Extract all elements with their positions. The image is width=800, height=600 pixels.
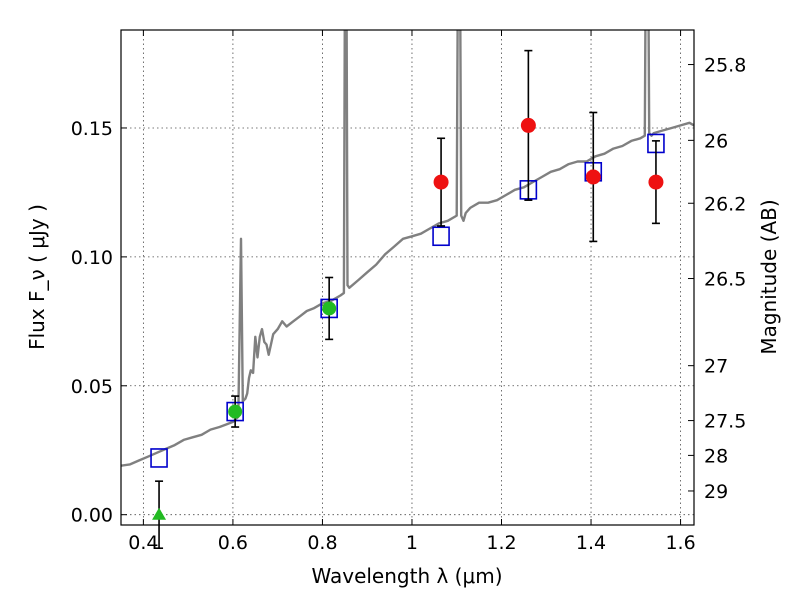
y-tick-label: 0.15: [71, 118, 113, 140]
model-spectrum-line: [121, 30, 694, 467]
ir-detection-point: [520, 117, 536, 133]
ir-detection-point: [585, 169, 601, 185]
y-tick-label: 0.10: [71, 247, 113, 269]
hst-detection-point: [322, 301, 337, 316]
x-tick-label: 0.4: [128, 532, 158, 554]
x-tick-label: 0.8: [307, 532, 337, 554]
right-tick-label: 26.5: [704, 269, 746, 291]
model-photometry-square: [150, 448, 168, 468]
y-tick-label: 0.05: [71, 376, 113, 398]
right-tick-label: 29: [704, 481, 728, 503]
x-tick-label: 1.6: [665, 532, 695, 554]
y-tick-label: 0.00: [71, 505, 113, 527]
right-tick-label: 27.5: [704, 411, 746, 433]
right-tick-label: 28: [704, 445, 728, 467]
plot-frame: [120, 29, 695, 526]
x-axis-label: Wavelength λ (μm): [311, 564, 502, 588]
right-tick-label: 26: [704, 130, 728, 152]
y-axis-label: Flux F_ν ( μJy ): [25, 204, 49, 350]
x-tick-label: 1: [406, 532, 418, 554]
upper-limit-triangle: [152, 507, 167, 520]
right-tick-label: 26.2: [704, 193, 746, 215]
x-tick-label: 0.6: [218, 532, 248, 554]
axis-ticks: 0.4 0.6 0.8 1 1.2 1.4 1.6 0.00 0.05 0.10 0.15 25.8 2…: [71, 30, 746, 554]
right-tick-label: 27: [704, 356, 728, 378]
ir-detection-point: [648, 174, 664, 190]
hst-detection-point: [228, 404, 243, 419]
x-tick-label: 1.2: [486, 532, 516, 554]
plot-data: [121, 30, 694, 467]
x-tick-label: 1.4: [576, 532, 606, 554]
model-photometry-square: [432, 226, 450, 247]
right-axis-label: Magnitude (AB): [757, 199, 781, 354]
grid-lines: [121, 30, 694, 525]
ir-detection-point: [433, 174, 449, 190]
plot-markers: [150, 49, 665, 550]
right-tick-label: 25.8: [704, 55, 746, 77]
